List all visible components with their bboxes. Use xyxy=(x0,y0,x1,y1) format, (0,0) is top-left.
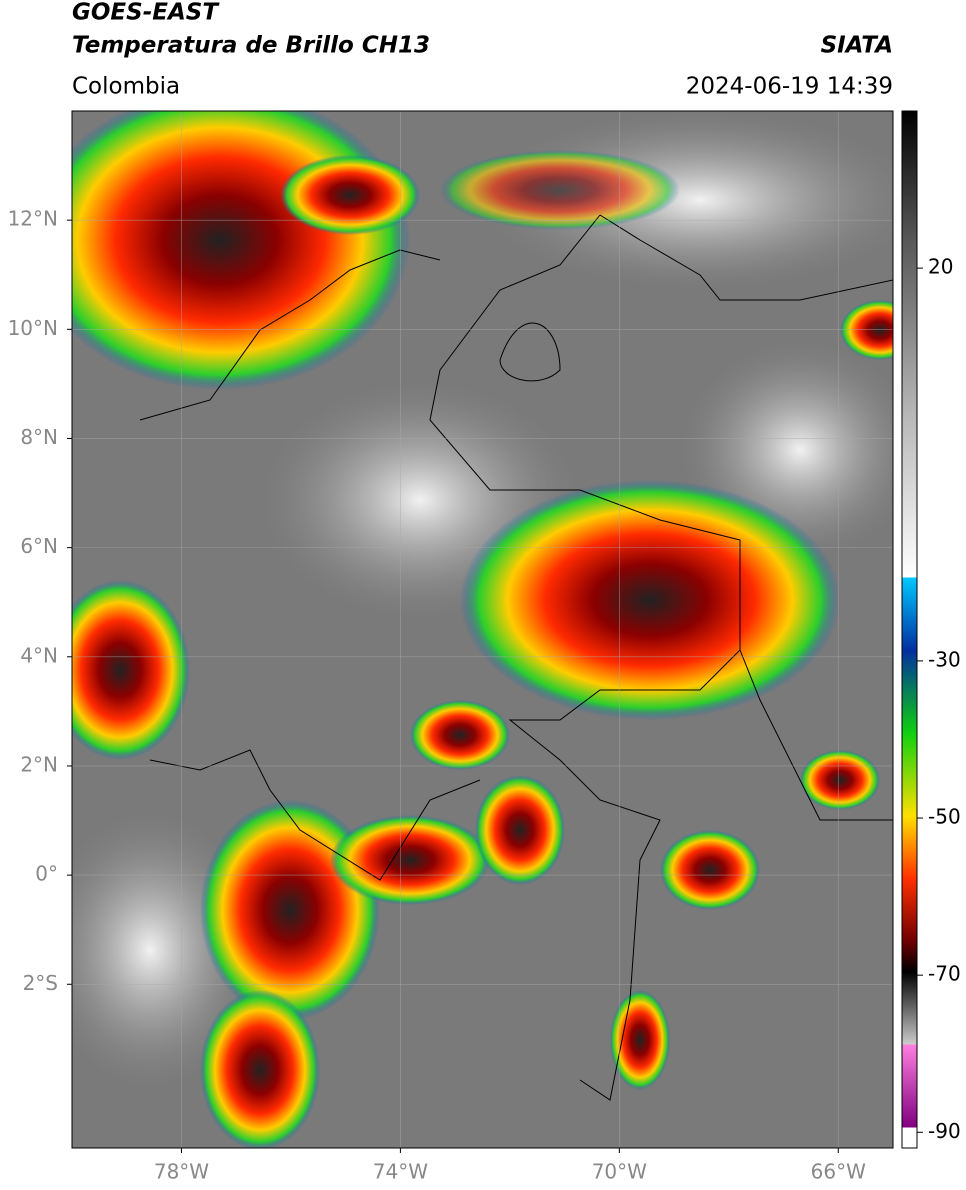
header: GOES-EAST Temperatura de Brillo CH13 Col… xyxy=(72,0,893,100)
y-tick-label: 0° xyxy=(35,862,58,886)
y-tick-label: 10°N xyxy=(8,316,58,340)
x-tick-label: 66°W xyxy=(811,1160,866,1184)
satellite: GOES-EAST xyxy=(72,0,220,26)
grid xyxy=(72,111,893,1148)
imagery xyxy=(72,111,893,1148)
colorbar-label: -90 xyxy=(928,1119,961,1143)
y-tick-label: 6°N xyxy=(20,534,58,558)
map-frame xyxy=(71,110,894,1149)
product: Temperatura de Brillo CH13 xyxy=(72,33,430,59)
x-tick-label: 70°W xyxy=(592,1160,647,1184)
x-tick-label: 78°W xyxy=(154,1160,209,1184)
colorbar-label: 20 xyxy=(928,255,953,279)
y-tick-label: 8°N xyxy=(20,425,58,449)
source: SIATA xyxy=(821,33,893,59)
y-tick-label: 2°S xyxy=(23,971,58,995)
colorbar xyxy=(901,110,918,1149)
y-tick-label: 12°N xyxy=(8,207,58,231)
y-tick-label: 4°N xyxy=(20,643,58,667)
colorbar-label: -30 xyxy=(928,647,961,671)
datetime: 2024-06-19 14:39 xyxy=(686,74,893,100)
colorbar-label: -50 xyxy=(928,805,961,829)
region: Colombia xyxy=(72,74,180,100)
y-tick-label: 2°N xyxy=(20,752,58,776)
x-tick-label: 74°W xyxy=(373,1160,428,1184)
colorbar-label: -70 xyxy=(928,962,961,986)
